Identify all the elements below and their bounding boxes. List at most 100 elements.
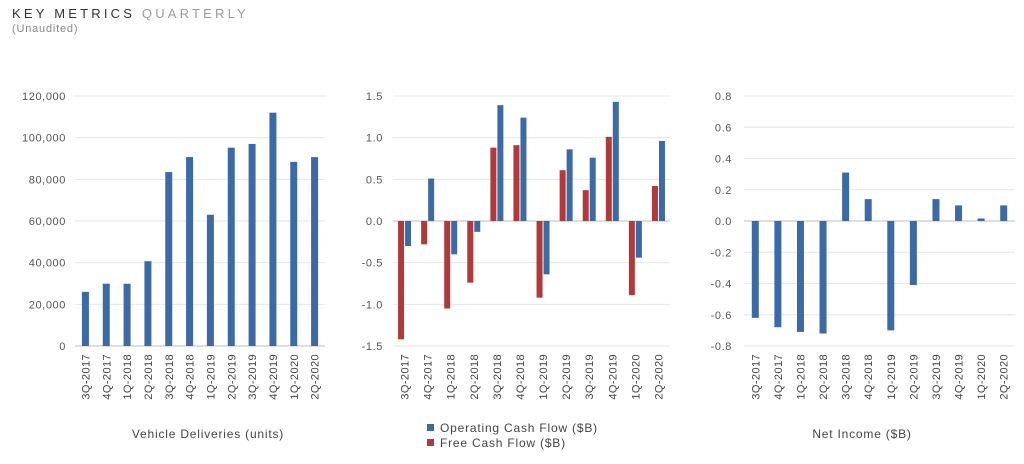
x-tick-label: 3Q-2017: [400, 354, 412, 400]
bar-free-cash-flow-b-1q-2019: [536, 221, 543, 298]
bar-free-cash-flow-b-3q-2018: [490, 147, 497, 221]
bar-operating-cash-flow-b-3q-2018: [497, 105, 504, 221]
bar-operating-cash-flow-b-2q-2018: [474, 221, 481, 232]
bar-operating-cash-flow-b-1q-2018: [451, 221, 458, 255]
x-tick-label: 3Q-2018: [841, 354, 853, 400]
x-tick-label: 4Q-2018: [185, 354, 197, 400]
bar-3q-2019: [932, 199, 940, 221]
x-tick-label: 1Q-2018: [122, 354, 134, 400]
x-tick-label: 2Q-2018: [469, 354, 481, 400]
x-tick-label: 1Q-2020: [289, 354, 301, 400]
bar-free-cash-flow-b-3q-2017: [398, 221, 405, 340]
x-tick-label: 2Q-2018: [818, 354, 830, 400]
bar-4q-2018: [186, 157, 194, 346]
page-title: KEY METRICS QUARTERLY: [12, 6, 249, 21]
x-tick-label: 4Q-2019: [607, 354, 619, 400]
y-tick-label: -0.2: [711, 247, 732, 259]
bar-3q-2018: [165, 172, 173, 346]
y-tick-label: -1.5: [362, 341, 383, 353]
x-tick-label: 4Q-2018: [515, 354, 527, 400]
y-tick-label: 0.4: [715, 154, 732, 166]
y-tick-label: 0.2: [715, 185, 732, 197]
x-tick-label: 3Q-2018: [164, 354, 176, 400]
bar-free-cash-flow-b-2q-2019: [559, 170, 566, 221]
x-axis-label: Vehicle Deliveries (units): [132, 427, 284, 441]
y-tick-label: 0.5: [366, 174, 383, 186]
legend-swatch-blue: [427, 424, 434, 431]
y-tick-label: 120,000: [22, 91, 66, 103]
x-axis-label: Net Income ($B): [812, 427, 911, 441]
x-tick-label: 1Q-2018: [446, 354, 458, 400]
bar-operating-cash-flow-b-3q-2019: [589, 157, 596, 221]
bar-1q-2018: [123, 283, 131, 346]
bar-operating-cash-flow-b-1q-2020: [635, 221, 642, 258]
report-header: KEY METRICS QUARTERLY (Unaudited): [12, 6, 249, 35]
bar-free-cash-flow-b-4q-2017: [421, 221, 428, 245]
bar-4q-2019: [269, 112, 277, 347]
bar-4q-2018: [864, 199, 872, 221]
bar-operating-cash-flow-b-1q-2019: [543, 221, 550, 275]
bar-operating-cash-flow-b-4q-2018: [520, 117, 527, 221]
bar-3q-2017: [81, 291, 89, 346]
bar-free-cash-flow-b-4q-2018: [513, 145, 520, 221]
x-tick-label: 1Q-2019: [205, 354, 217, 400]
x-tick-label: 4Q-2019: [268, 354, 280, 400]
x-tick-label: 2Q-2019: [226, 354, 238, 400]
legend-label-free: Free Cash Flow ($B): [440, 435, 566, 450]
bar-2q-2019: [227, 147, 235, 346]
bar-4q-2017: [102, 283, 110, 346]
x-tick-label: 1Q-2020: [976, 354, 988, 400]
x-tick-label: 2Q-2020: [999, 354, 1011, 400]
x-tick-label: 3Q-2017: [80, 354, 92, 400]
x-tick-label: 2Q-2020: [310, 354, 322, 400]
x-tick-label: 2Q-2020: [653, 354, 665, 400]
bar-4q-2019: [955, 205, 963, 221]
cash-flow-legend: Operating Cash Flow ($B) Free Cash Flow …: [427, 420, 598, 450]
bar-2q-2020: [311, 157, 319, 346]
y-tick-label: -0.4: [711, 279, 732, 291]
y-tick-label: 0.8: [715, 91, 732, 103]
x-tick-label: 1Q-2019: [538, 354, 550, 400]
page-subtitle: (Unaudited): [12, 23, 79, 35]
bar-free-cash-flow-b-3q-2019: [582, 190, 589, 221]
bar-1q-2019: [887, 221, 895, 331]
bar-operating-cash-flow-b-4q-2019: [612, 101, 619, 221]
x-tick-label: 1Q-2020: [630, 354, 642, 400]
bar-3q-2019: [248, 143, 256, 346]
y-tick-label: 0.0: [366, 216, 383, 228]
x-tick-label: 3Q-2019: [247, 354, 259, 400]
title-main: KEY METRICS: [12, 6, 136, 21]
bar-2q-2020: [1000, 205, 1008, 221]
y-tick-label: -0.8: [711, 341, 732, 353]
bar-operating-cash-flow-b-2q-2019: [566, 149, 573, 221]
x-tick-label: 3Q-2018: [492, 354, 504, 400]
bar-2q-2018: [819, 221, 827, 334]
x-tick-label: 4Q-2017: [773, 354, 785, 400]
x-tick-label: 3Q-2019: [584, 354, 596, 400]
y-tick-label: -1.0: [362, 299, 383, 311]
x-tick-label: 4Q-2018: [863, 354, 875, 400]
y-tick-label: 80,000: [29, 174, 66, 186]
y-tick-label: 0.6: [715, 122, 732, 134]
title-sub: QUARTERLY: [141, 6, 249, 21]
legend-swatch-red: [427, 439, 434, 446]
y-tick-label: -0.6: [711, 310, 732, 322]
y-tick-label: 1.0: [366, 133, 383, 145]
bar-operating-cash-flow-b-4q-2017: [428, 178, 435, 221]
x-tick-label: 3Q-2017: [750, 354, 762, 400]
bar-operating-cash-flow-b-3q-2017: [405, 221, 412, 246]
x-tick-label: 2Q-2019: [561, 354, 573, 400]
bar-1q-2018: [796, 221, 804, 332]
bar-free-cash-flow-b-4q-2019: [605, 136, 612, 221]
x-tick-label: 4Q-2019: [954, 354, 966, 400]
bar-1q-2019: [206, 214, 214, 346]
x-tick-label: 4Q-2017: [101, 354, 113, 400]
x-tick-label: 4Q-2017: [423, 354, 435, 400]
x-tick-label: 2Q-2018: [143, 354, 155, 400]
y-tick-label: 40,000: [29, 258, 66, 270]
bar-1q-2020: [977, 218, 985, 221]
bar-free-cash-flow-b-2q-2018: [467, 221, 474, 283]
